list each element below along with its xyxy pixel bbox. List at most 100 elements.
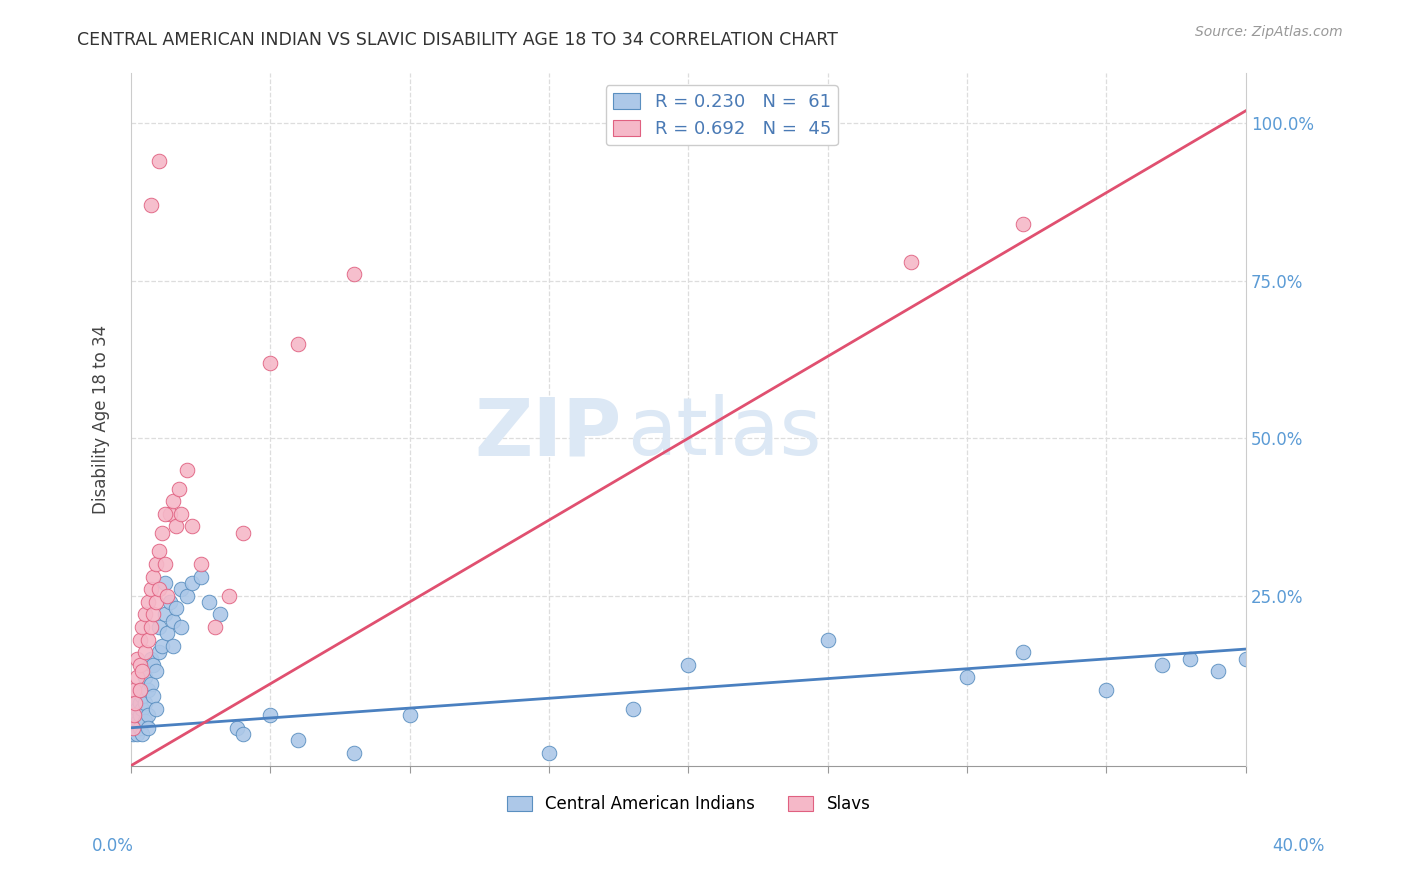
Point <box>121 727 143 741</box>
Point <box>124 721 146 735</box>
Point <box>142 569 165 583</box>
Point <box>131 727 153 741</box>
Point <box>398 708 420 723</box>
Point <box>678 657 700 672</box>
Point <box>122 696 145 710</box>
Point <box>204 620 226 634</box>
Point <box>139 620 162 634</box>
Point <box>139 651 162 665</box>
Point <box>134 607 156 622</box>
Point <box>128 708 150 723</box>
Point <box>125 708 148 723</box>
Point <box>148 645 170 659</box>
Point <box>153 507 176 521</box>
Point <box>170 507 193 521</box>
Point <box>121 721 143 735</box>
Text: 40.0%: 40.0% <box>1272 837 1324 855</box>
Point <box>122 683 145 698</box>
Point <box>148 620 170 634</box>
Text: ZIP: ZIP <box>474 394 621 472</box>
Point <box>125 702 148 716</box>
Point <box>125 670 148 684</box>
Point <box>131 690 153 704</box>
Point <box>226 721 249 735</box>
Point <box>122 708 145 723</box>
Point <box>190 557 212 571</box>
Point <box>165 519 187 533</box>
Point <box>128 721 150 735</box>
Point <box>956 670 979 684</box>
Text: Source: ZipAtlas.com: Source: ZipAtlas.com <box>1195 25 1343 39</box>
Point <box>159 595 181 609</box>
Point <box>209 607 232 622</box>
Point <box>1234 651 1257 665</box>
Point <box>131 620 153 634</box>
Point <box>136 721 159 735</box>
Point <box>159 507 181 521</box>
Point <box>1095 683 1118 698</box>
Point <box>122 714 145 729</box>
Point <box>139 582 162 597</box>
Point <box>190 569 212 583</box>
Point <box>128 683 150 698</box>
Point <box>153 557 176 571</box>
Point <box>127 714 149 729</box>
Point <box>218 589 240 603</box>
Point <box>170 620 193 634</box>
Point <box>136 632 159 647</box>
Point <box>1178 651 1201 665</box>
Point <box>162 494 184 508</box>
Point <box>148 582 170 597</box>
Point <box>128 696 150 710</box>
Point <box>148 154 170 169</box>
Point <box>128 683 150 698</box>
Point <box>145 595 167 609</box>
Point <box>1152 657 1174 672</box>
Point <box>1012 645 1035 659</box>
Point <box>170 582 193 597</box>
Point <box>128 657 150 672</box>
Point <box>176 462 198 476</box>
Text: CENTRAL AMERICAN INDIAN VS SLAVIC DISABILITY AGE 18 TO 34 CORRELATION CHART: CENTRAL AMERICAN INDIAN VS SLAVIC DISABI… <box>77 31 838 49</box>
Point <box>198 595 221 609</box>
Point <box>145 702 167 716</box>
Point <box>156 589 179 603</box>
Point <box>136 683 159 698</box>
Point <box>125 651 148 665</box>
Point <box>176 589 198 603</box>
Point <box>181 519 204 533</box>
Point <box>136 708 159 723</box>
Point <box>148 544 170 558</box>
Point <box>156 626 179 640</box>
Point <box>134 696 156 710</box>
Legend: Central American Indians, Slavs: Central American Indians, Slavs <box>501 789 877 820</box>
Y-axis label: Disability Age 18 to 34: Disability Age 18 to 34 <box>93 325 110 514</box>
Point <box>538 746 561 760</box>
Point <box>134 645 156 659</box>
Point <box>621 702 644 716</box>
Point <box>232 727 254 741</box>
Point <box>153 607 176 622</box>
Point <box>162 639 184 653</box>
Text: atlas: atlas <box>627 394 821 472</box>
Point <box>150 525 173 540</box>
Point <box>259 708 281 723</box>
Point <box>142 607 165 622</box>
Point <box>343 268 366 282</box>
Point <box>142 657 165 672</box>
Point <box>139 198 162 212</box>
Point <box>139 676 162 690</box>
Point <box>136 595 159 609</box>
Text: 0.0%: 0.0% <box>91 837 134 855</box>
Point <box>1012 217 1035 231</box>
Point <box>153 576 176 591</box>
Point <box>125 727 148 741</box>
Point <box>134 670 156 684</box>
Point <box>287 733 309 747</box>
Point <box>134 714 156 729</box>
Point <box>232 525 254 540</box>
Point <box>162 614 184 628</box>
Point <box>259 355 281 369</box>
Point <box>343 746 366 760</box>
Point <box>165 601 187 615</box>
